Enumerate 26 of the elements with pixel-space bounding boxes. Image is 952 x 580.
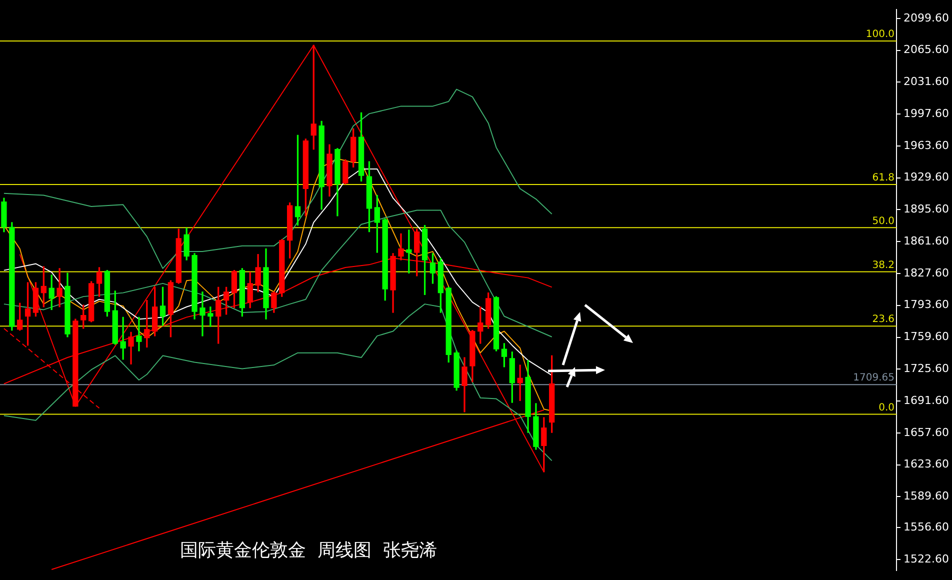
annotation: 50.0 bbox=[872, 216, 895, 227]
annotation: 0.0 bbox=[878, 402, 895, 414]
y-tick-label: 1827.60 bbox=[904, 266, 950, 280]
annotation: 23.6 bbox=[872, 314, 895, 326]
y-tick-label: 1657.60 bbox=[904, 426, 950, 439]
y-tick-label: 1589.60 bbox=[904, 490, 950, 503]
y-tick-label: 1522.60 bbox=[904, 552, 950, 566]
y-tick-label: 1691.60 bbox=[904, 394, 950, 407]
y-tick-label: 1556.60 bbox=[904, 520, 950, 534]
y-tick-label: 1725.60 bbox=[904, 362, 950, 376]
y-tick-label: 1623.60 bbox=[904, 458, 950, 471]
y-tick-label: 2099.60 bbox=[904, 11, 950, 24]
annotation: 38.2 bbox=[872, 260, 895, 271]
y-tick-label: 2031.60 bbox=[904, 75, 950, 88]
annotation: 100.0 bbox=[866, 29, 895, 40]
y-tick-label: 1895.60 bbox=[904, 202, 950, 216]
y-tick-label: 1759.60 bbox=[904, 330, 950, 344]
ref-line-label: 1709.65 bbox=[853, 372, 895, 384]
y-tick-label: 1997.60 bbox=[904, 106, 950, 120]
annotation: 61.8 bbox=[872, 172, 895, 184]
y-tick-label: 1963.60 bbox=[904, 138, 950, 152]
y-tick-label: 1861.60 bbox=[904, 234, 950, 248]
y-tick-label: 1929.60 bbox=[904, 170, 950, 184]
text: 国际黄金伦敦金 周线图 张尧浠 bbox=[180, 539, 437, 562]
y-tick-label: 1793.60 bbox=[904, 298, 950, 312]
y-tick-label: 2065.60 bbox=[904, 43, 950, 56]
